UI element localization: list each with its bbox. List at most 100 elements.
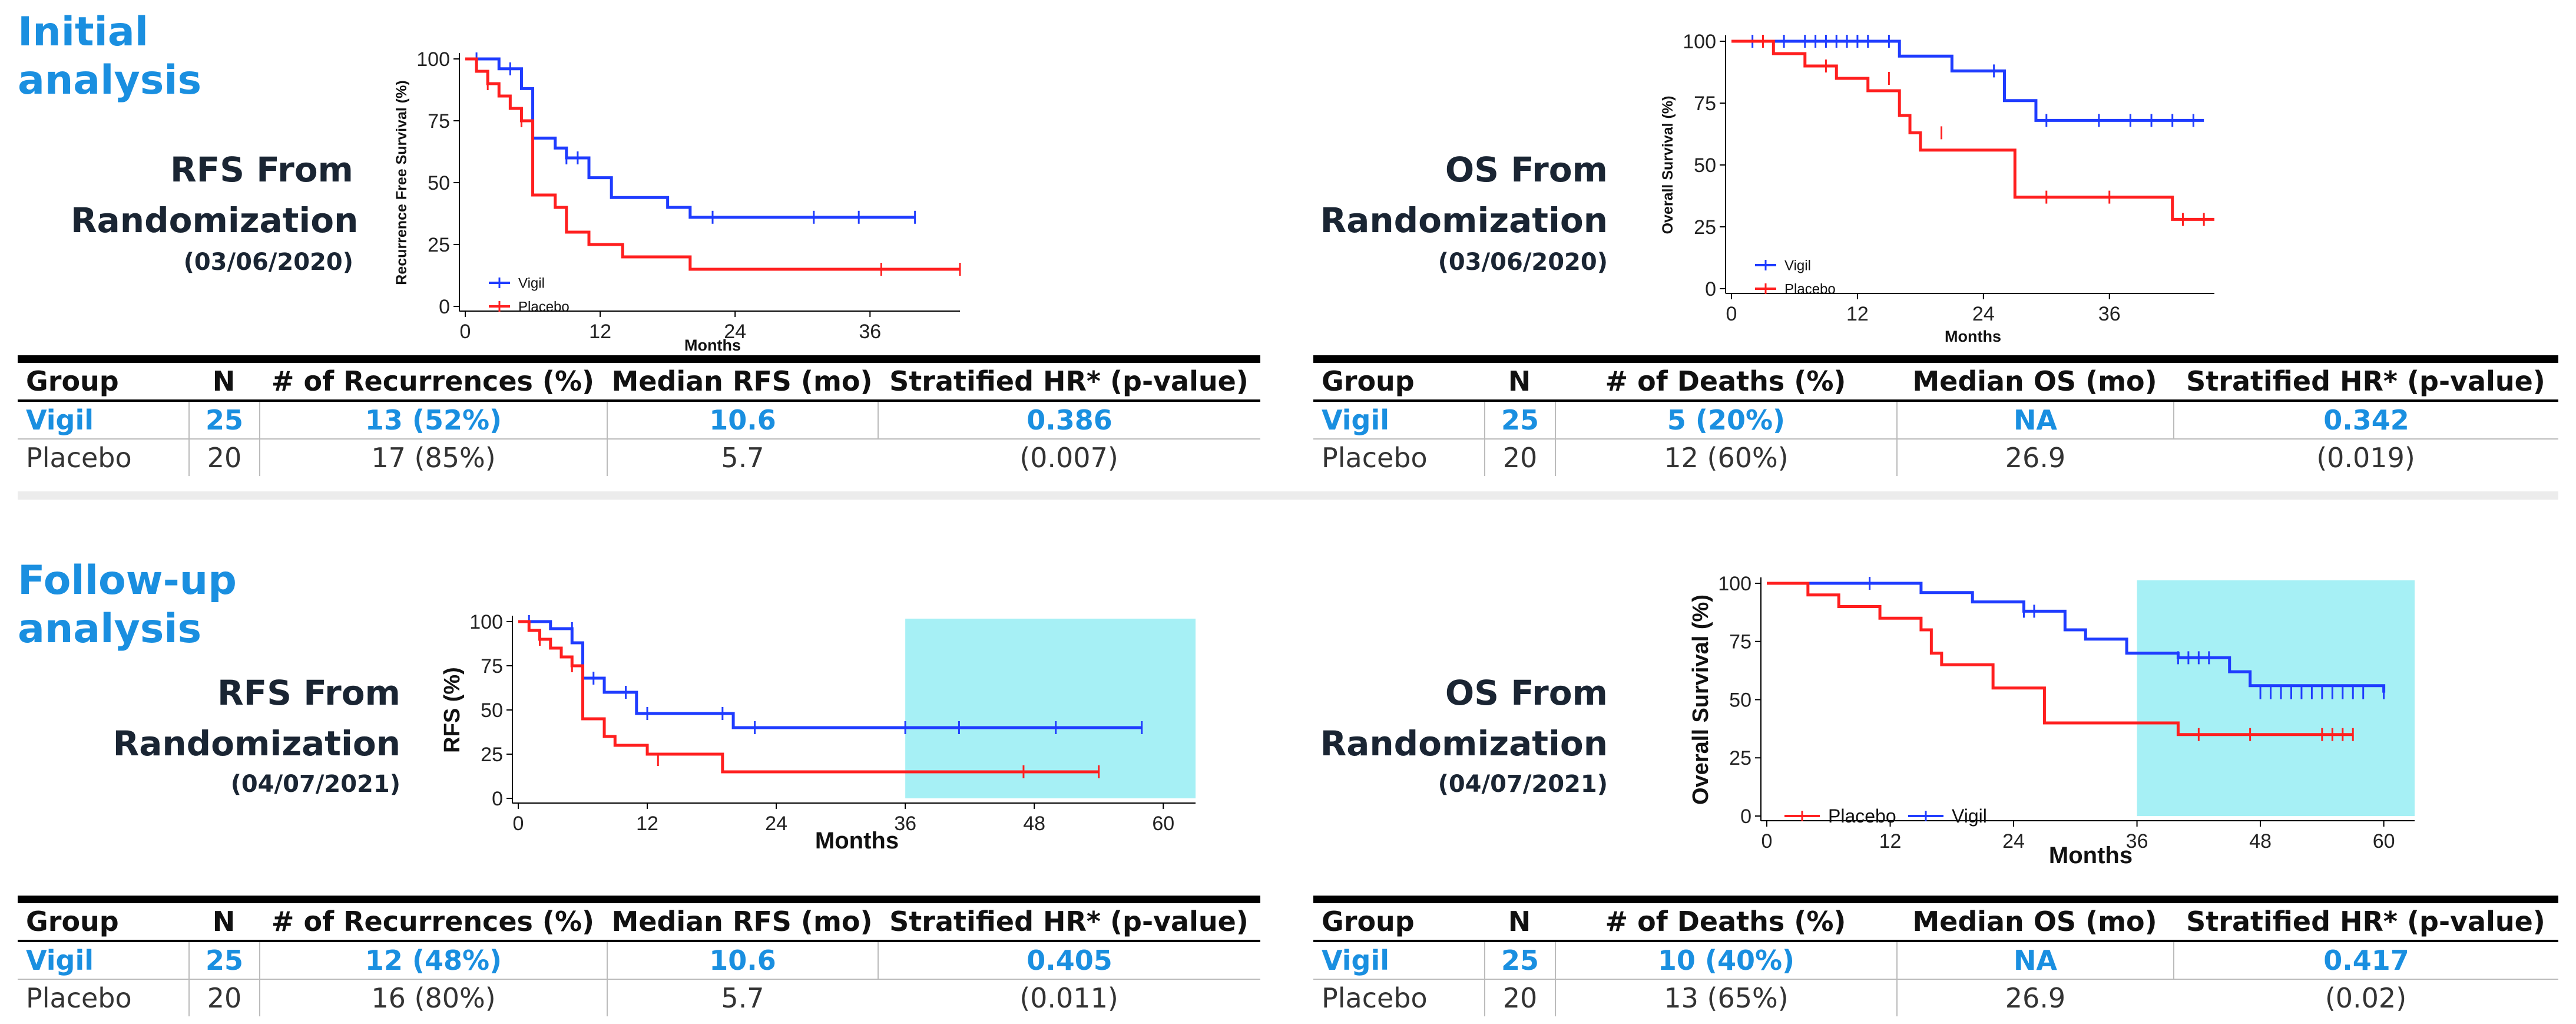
table-cell: 20 [188, 440, 259, 476]
table-cell: 0.386 [878, 402, 1260, 438]
panel-title-os-initial: OS From Randomization [1320, 150, 1608, 240]
table-cell: 0.405 [878, 942, 1260, 979]
section-title-followup: Follow-up analysis [18, 557, 237, 652]
table-cell: (0.02) [2325, 982, 2407, 1014]
y-tick-label: 25 [428, 234, 450, 256]
table-header-cell: Stratified HR* (p-value) [889, 365, 1249, 397]
section-divider [18, 491, 2558, 500]
table-header-cell: Stratified HR* (p-value) [889, 906, 1249, 937]
table-cell: 10.6 [607, 402, 878, 438]
legend-label-placebo: Placebo [1828, 805, 1896, 827]
y-axis-label: Overall Survival (%) [1688, 594, 1713, 805]
table-cell: Placebo [1322, 982, 1428, 1014]
table-header-row: Group N # of Deaths (%) Median OS (mo) S… [1313, 903, 2558, 942]
series-line-placebo [465, 57, 960, 271]
table-row: Vigil 25 10 (40%) NA 0.417 [1313, 942, 2558, 980]
x-tick-label: 60 [2373, 830, 2395, 853]
highlight-region [905, 619, 1196, 798]
y-axis-label: Overall Survival (%) [1660, 96, 1676, 234]
x-tick-label: 0 [513, 812, 524, 835]
table-header-cell: # of Recurrences (%) [271, 365, 595, 397]
x-tick-label: 12 [589, 321, 611, 343]
rfs-followup-chart: 0 25 50 75 100 0 12 24 36 48 60 Months RFS (%) [440, 611, 1196, 854]
rfs-followup-table: Group N # of Recurrences (%) Median RFS … [18, 896, 1260, 1016]
y-tick-label: 0 [439, 296, 450, 318]
y-tick-label: 100 [416, 48, 450, 71]
table-cell: 5 (20%) [1555, 402, 1896, 438]
x-tick-label: 0 [1762, 830, 1773, 853]
table-header-cell: Stratified HR* (p-value) [2186, 365, 2545, 397]
table-cell: (0.019) [2316, 442, 2415, 474]
table-header-cell: N [1508, 906, 1531, 937]
x-tick-label: 0 [460, 321, 471, 343]
table-cell: 20 [1484, 980, 1555, 1016]
table-row: Placebo 20 16 (80%) 5.7 (0.011) [18, 980, 1260, 1016]
table-cell: (0.011) [1019, 982, 1118, 1014]
table-header-cell: Median OS (mo) [1912, 906, 2157, 937]
table-header-cell: Median RFS (mo) [611, 365, 873, 397]
y-tick-label: 25 [1694, 216, 1716, 239]
table-header-row: Group N # of Deaths (%) Median OS (mo) S… [1313, 363, 2558, 402]
table-header-row: Group N # of Recurrences (%) Median RFS … [18, 363, 1260, 402]
panel-date-rfs-followup: (04/07/2021) [230, 771, 400, 798]
x-axis-label: Months [1945, 328, 2001, 345]
y-tick-label: 75 [1694, 93, 1716, 115]
table-cell: 25 [188, 402, 259, 438]
y-tick-label: 25 [481, 744, 503, 766]
table-cell: 0.417 [2173, 942, 2558, 979]
legend-label-placebo: Placebo [518, 299, 569, 315]
table-cell: NA [1896, 402, 2173, 438]
table-cell: 13 (52%) [259, 402, 607, 438]
table-cell: Vigil [1322, 404, 1390, 436]
highlight-region [2137, 580, 2415, 816]
table-row: Vigil 25 5 (20%) NA 0.342 [1313, 402, 2558, 440]
table-cell: 25 [1484, 942, 1555, 979]
legend-label-vigil: Vigil [518, 275, 545, 291]
y-tick-label: 100 [469, 611, 503, 633]
x-tick-label: 36 [2098, 303, 2121, 325]
x-axis-label: Months [684, 336, 741, 354]
panel-date-rfs-initial: (03/06/2020) [183, 249, 353, 276]
table-cell: NA [1896, 942, 2173, 979]
table-header-cell: N [212, 365, 236, 397]
table-row: Vigil 25 12 (48%) 10.6 0.405 [18, 942, 1260, 980]
table-header-cell: Group [1322, 365, 1415, 397]
table-header-cell: Group [1322, 906, 1415, 937]
x-tick-label: 12 [636, 812, 658, 835]
os-initial-chart: 0 25 50 75 100 0 12 24 36 Months Overall Survival … [1660, 31, 2214, 345]
x-tick-label: 36 [2126, 830, 2148, 853]
table-cell: 26.9 [1896, 440, 2173, 476]
table-header-cell: # of Deaths (%) [1605, 906, 1846, 937]
rfs-initial-chart: 0 25 50 75 100 0 12 24 36 Months Recurrence Free S… [393, 48, 961, 354]
table-cell: 13 (65%) [1555, 980, 1896, 1016]
os-followup-table: Group N # of Deaths (%) Median OS (mo) S… [1313, 896, 2558, 1016]
x-tick-label: 24 [724, 321, 746, 343]
table-row: Placebo 20 17 (85%) 5.7 (0.007) [18, 440, 1260, 476]
table-header-cell: Group [26, 906, 119, 937]
legend-label-vigil: Vigil [1952, 805, 1987, 827]
y-axis-label: Recurrence Free Survival (%) [393, 80, 410, 285]
table-cell: 10 (40%) [1555, 942, 1896, 979]
panel-title-rfs-followup: RFS From Randomization [112, 673, 400, 764]
rfs-initial-table: Group N # of Recurrences (%) Median RFS … [18, 355, 1260, 476]
os-initial-table: Group N # of Deaths (%) Median OS (mo) S… [1313, 355, 2558, 476]
table-cell: 0.342 [2173, 402, 2558, 438]
table-cell: 5.7 [607, 980, 878, 1016]
table-cell: Vigil [26, 404, 94, 436]
table-cell: 17 (85%) [259, 440, 607, 476]
table-cell: 12 (60%) [1555, 440, 1896, 476]
table-cell: (0.007) [1019, 442, 1118, 474]
table-header-cell: # of Deaths (%) [1605, 365, 1846, 397]
x-axis-label: Months [2049, 843, 2133, 868]
table-header-cell: # of Recurrences (%) [271, 906, 595, 937]
table-cell: Vigil [26, 944, 94, 976]
x-tick-label: 24 [765, 812, 787, 835]
table-row: Placebo 20 13 (65%) 26.9 (0.02) [1313, 980, 2558, 1016]
x-axis-label: Months [815, 828, 899, 854]
section-title-initial: Initial analysis [18, 9, 202, 104]
y-tick-label: 75 [1729, 631, 1751, 653]
table-header-row: Group N # of Recurrences (%) Median RFS … [18, 903, 1260, 942]
y-tick-label: 50 [1729, 689, 1751, 711]
table-cell: Placebo [1322, 442, 1428, 474]
table-header-cell: Group [26, 365, 119, 397]
